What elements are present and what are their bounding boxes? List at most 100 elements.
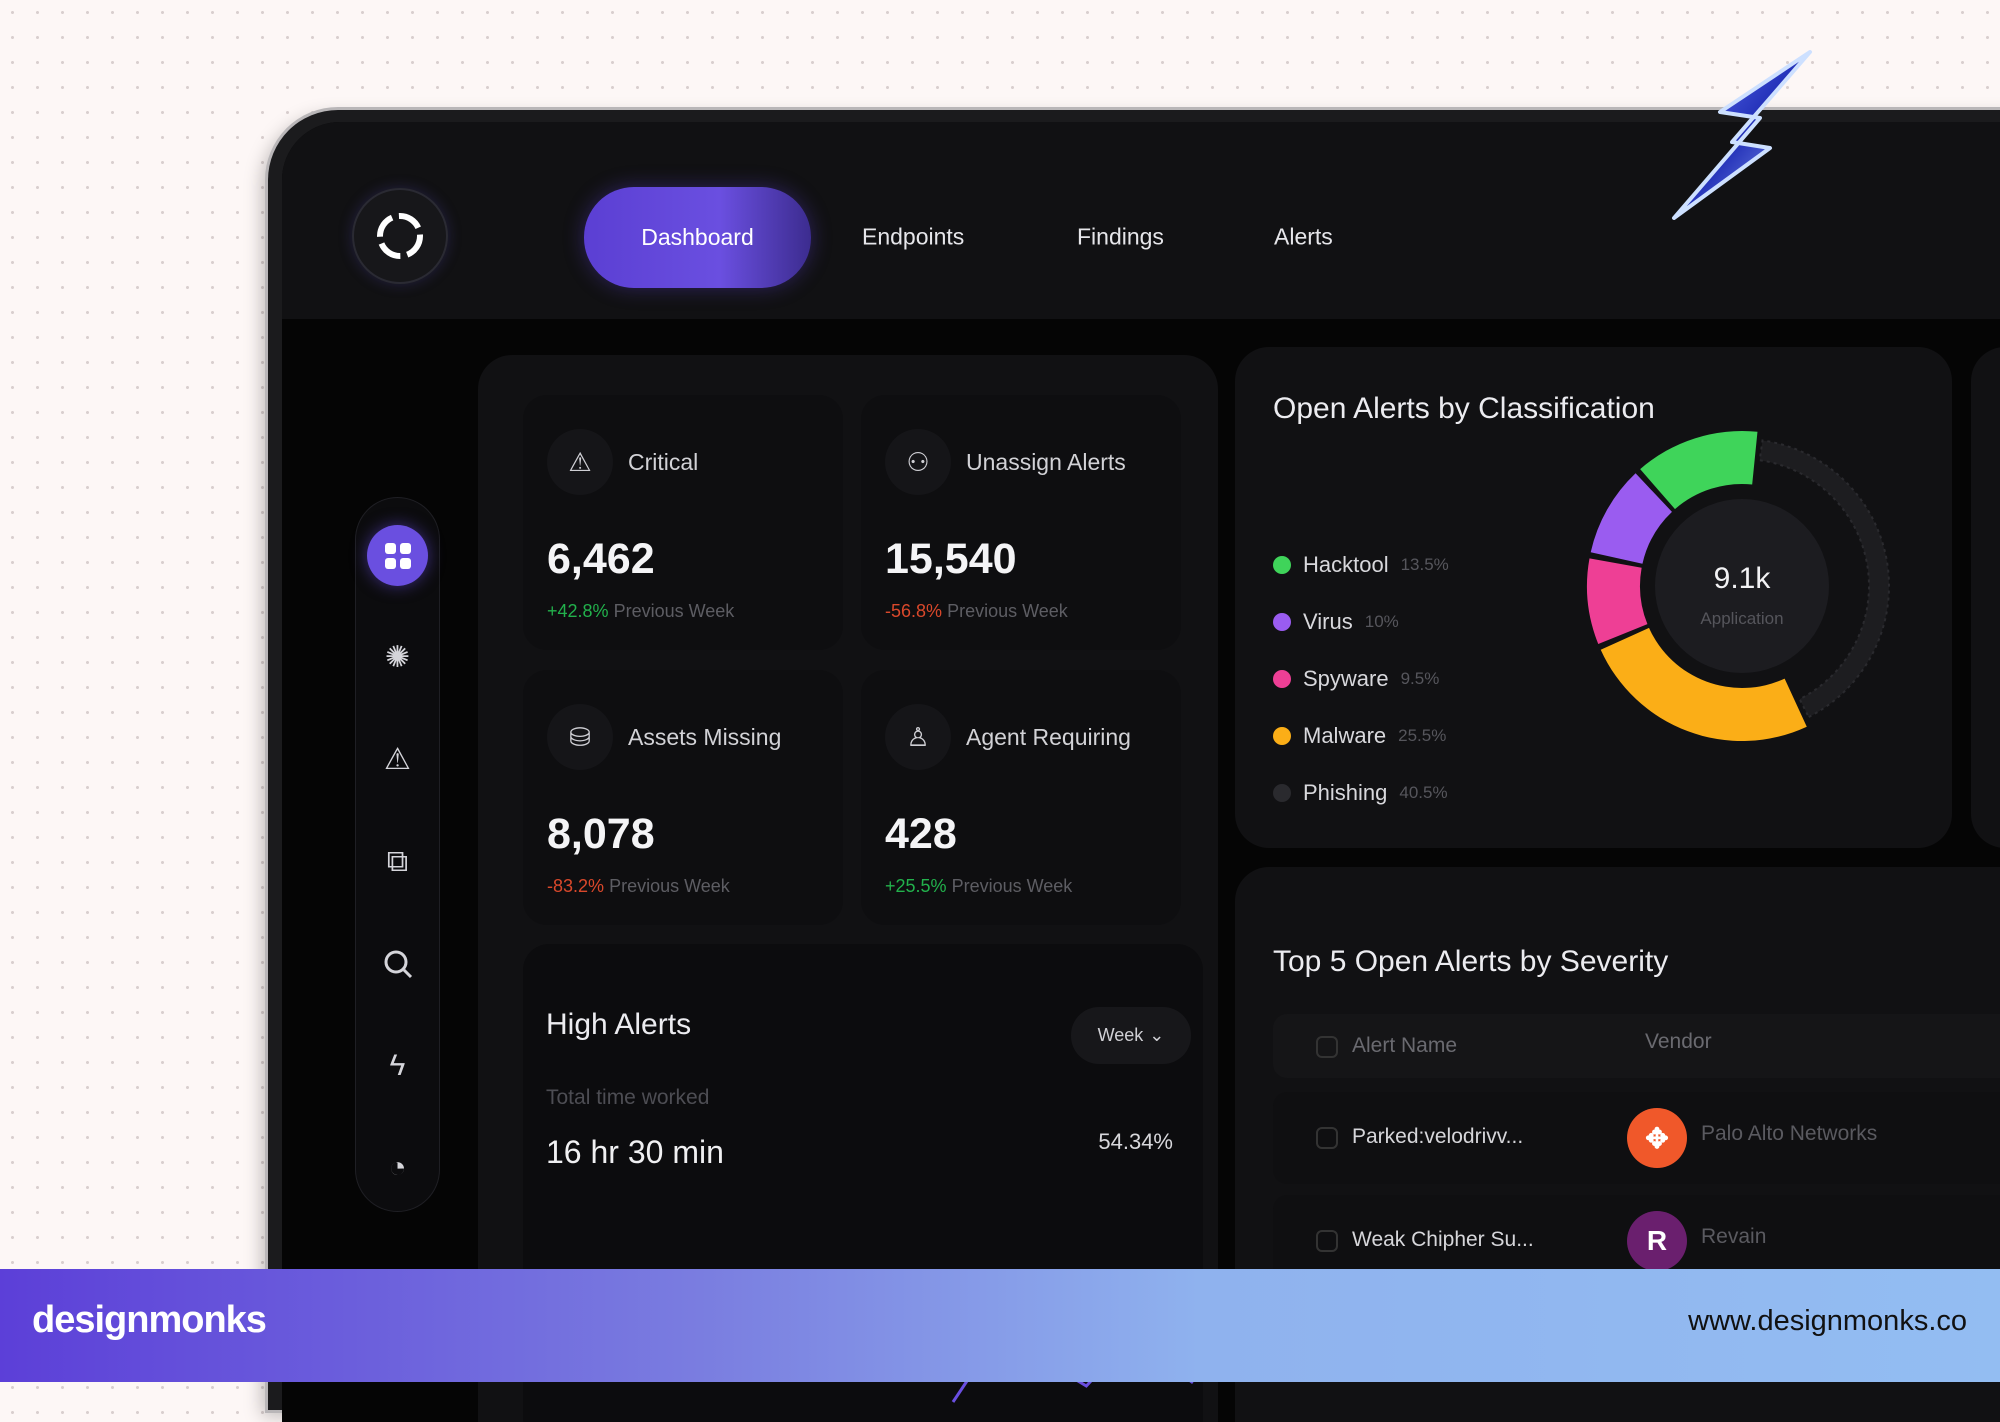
- legend-label: Malware: [1303, 723, 1387, 748]
- brand-url[interactable]: www.designmonks.co: [1688, 1305, 1967, 1337]
- legend-label: Hacktool: [1303, 552, 1389, 577]
- stat-card[interactable]: ⚠ Critical 6,462 +42.8% Previous Week: [523, 395, 843, 650]
- legend-label: Virus: [1303, 609, 1353, 634]
- assets-icon: ⛁: [547, 704, 613, 770]
- legend-item: Spyware 9.5%: [1273, 666, 1439, 692]
- legend-pct: 13.5%: [1400, 555, 1449, 574]
- total-time-label: Total time worked: [546, 1086, 710, 1109]
- classification-card: Open Alerts by Classification Hacktool 1…: [1235, 347, 1952, 848]
- stat-change-pct: -56.8%: [885, 601, 943, 621]
- stat-change-suffix: Previous Week: [947, 601, 1068, 621]
- sidebar: ✺ ⚠ ⧉ ϟ ◔: [355, 497, 440, 1212]
- legend-dot: [1273, 784, 1291, 802]
- stat-value: 8,078: [547, 810, 655, 858]
- legend-dot: [1273, 670, 1291, 688]
- high-alerts-title: High Alerts: [546, 1008, 692, 1041]
- stat-change: -56.8% Previous Week: [885, 601, 1068, 622]
- table-header: Alert Name Vendor: [1273, 1014, 2000, 1078]
- row-checkbox[interactable]: [1316, 1127, 1338, 1149]
- tab-findings[interactable]: Findings: [1077, 223, 1164, 250]
- percent-value: 54.34%: [1098, 1129, 1173, 1154]
- legend-dot: [1273, 727, 1291, 745]
- devices-icon[interactable]: ⧉: [386, 844, 409, 878]
- legend-item: Phishing 40.5%: [1273, 780, 1448, 806]
- legend-item: Malware 25.5%: [1273, 723, 1446, 749]
- donut-segment-malware[interactable]: [1600, 627, 1807, 741]
- app-logo[interactable]: [352, 188, 448, 284]
- classification-donut: 9.1k Application: [1587, 431, 1890, 741]
- column-vendor: Vendor: [1645, 1030, 1712, 1053]
- tab-dashboard[interactable]: Dashboard: [584, 187, 811, 288]
- stat-label: Critical: [628, 449, 699, 475]
- legend-item: Virus 10%: [1273, 609, 1399, 635]
- alert-name: Weak Chipher Su...: [1352, 1228, 1534, 1251]
- donut-center-value: 9.1k: [1714, 562, 1772, 595]
- donut-segment-virus[interactable]: [1590, 473, 1672, 564]
- alert-name: Parked:velodrivv...: [1352, 1125, 1524, 1148]
- stat-card[interactable]: ⚇ Unassign Alerts 15,540 -56.8% Previous…: [861, 395, 1181, 650]
- legend-pct: 10%: [1364, 612, 1399, 631]
- stat-change-suffix: Previous Week: [609, 876, 730, 896]
- user-icon: ⚇: [885, 429, 951, 495]
- grid-icon[interactable]: [367, 525, 428, 586]
- bolt-icon[interactable]: ϟ: [389, 1048, 406, 1082]
- stat-change: +42.8% Previous Week: [547, 601, 734, 622]
- dashboard-screen: Dashboard Endpoints Findings Alerts ✺ ⚠ …: [282, 122, 2000, 1422]
- table-row[interactable]: Parked:velodrivv... ✥ Palo Alto Networks: [1273, 1092, 2000, 1184]
- select-all-checkbox[interactable]: [1316, 1036, 1338, 1058]
- donut-segment-spyware[interactable]: [1587, 558, 1648, 645]
- pie-chart-icon[interactable]: ◔: [388, 1150, 407, 1184]
- stat-value: 15,540: [885, 535, 1017, 583]
- top-nav-bar: Dashboard Endpoints Findings Alerts: [282, 122, 2000, 319]
- footer-banner: designmonks www.designmonks.co: [0, 1269, 2000, 1382]
- stat-change-pct: -83.2%: [547, 876, 605, 896]
- warning-icon[interactable]: ⚠: [384, 743, 411, 776]
- stat-value: 6,462: [547, 535, 655, 583]
- legend-item: Hacktool 13.5%: [1273, 552, 1449, 578]
- stat-change-suffix: Previous Week: [613, 601, 735, 621]
- logo-ring-icon: [377, 213, 423, 259]
- stat-value: 428: [885, 810, 957, 858]
- stat-change: +25.5% Previous Week: [885, 876, 1072, 897]
- bug-icon[interactable]: ✺: [384, 641, 411, 674]
- stat-label: Agent Requiring: [966, 724, 1131, 750]
- stat-label: Unassign Alerts: [966, 449, 1126, 475]
- stat-change-pct: +42.8%: [547, 601, 609, 621]
- stat-change-suffix: Previous Week: [951, 876, 1073, 896]
- tab-alerts[interactable]: Alerts: [1274, 223, 1333, 250]
- legend-pct: 25.5%: [1398, 726, 1447, 745]
- donut-segment-hacktool[interactable]: [1640, 431, 1758, 510]
- lightning-bolt-graphic: [1672, 50, 1812, 220]
- period-value: Week: [1097, 1025, 1144, 1045]
- donut-center-label: Application: [1700, 609, 1783, 628]
- warning-icon: ⚠: [547, 429, 613, 495]
- chevron-down-icon: ⌄: [1149, 1025, 1165, 1045]
- donut-center: [1655, 499, 1829, 673]
- donut-segment-phishing[interactable]: [1758, 439, 1890, 719]
- legend-label: Spyware: [1303, 666, 1389, 691]
- classification-title: Open Alerts by Classification: [1273, 392, 1655, 425]
- stat-change-pct: +25.5%: [885, 876, 947, 896]
- stat-card[interactable]: ⛁ Assets Missing 8,078 -83.2% Previous W…: [523, 670, 843, 925]
- vendor-name: Revain: [1701, 1225, 1767, 1248]
- legend-dot: [1273, 613, 1291, 631]
- row-checkbox[interactable]: [1316, 1230, 1338, 1252]
- legend-pct: 40.5%: [1399, 783, 1448, 802]
- legend-label: Phishing: [1303, 780, 1388, 805]
- stat-label: Assets Missing: [628, 724, 782, 750]
- period-dropdown[interactable]: Week ⌄: [1071, 1007, 1191, 1064]
- vendor-logo-icon: ✥: [1627, 1108, 1687, 1168]
- column-alert-name: Alert Name: [1352, 1034, 1458, 1057]
- partial-card: [1971, 347, 2000, 848]
- top5-title: Top 5 Open Alerts by Severity: [1273, 945, 1669, 978]
- legend-dot: [1273, 556, 1291, 574]
- search-icon[interactable]: [367, 933, 428, 994]
- agent-icon: ♙: [885, 704, 951, 770]
- brand-logo: designmonks: [32, 1299, 267, 1341]
- vendor-logo-icon: R: [1627, 1211, 1687, 1271]
- legend-pct: 9.5%: [1400, 669, 1440, 688]
- total-time-value: 16 hr 30 min: [546, 1134, 724, 1170]
- tab-endpoints[interactable]: Endpoints: [862, 223, 965, 250]
- stat-card[interactable]: ♙ Agent Requiring 428 +25.5% Previous We…: [861, 670, 1181, 925]
- vendor-name: Palo Alto Networks: [1701, 1122, 1878, 1145]
